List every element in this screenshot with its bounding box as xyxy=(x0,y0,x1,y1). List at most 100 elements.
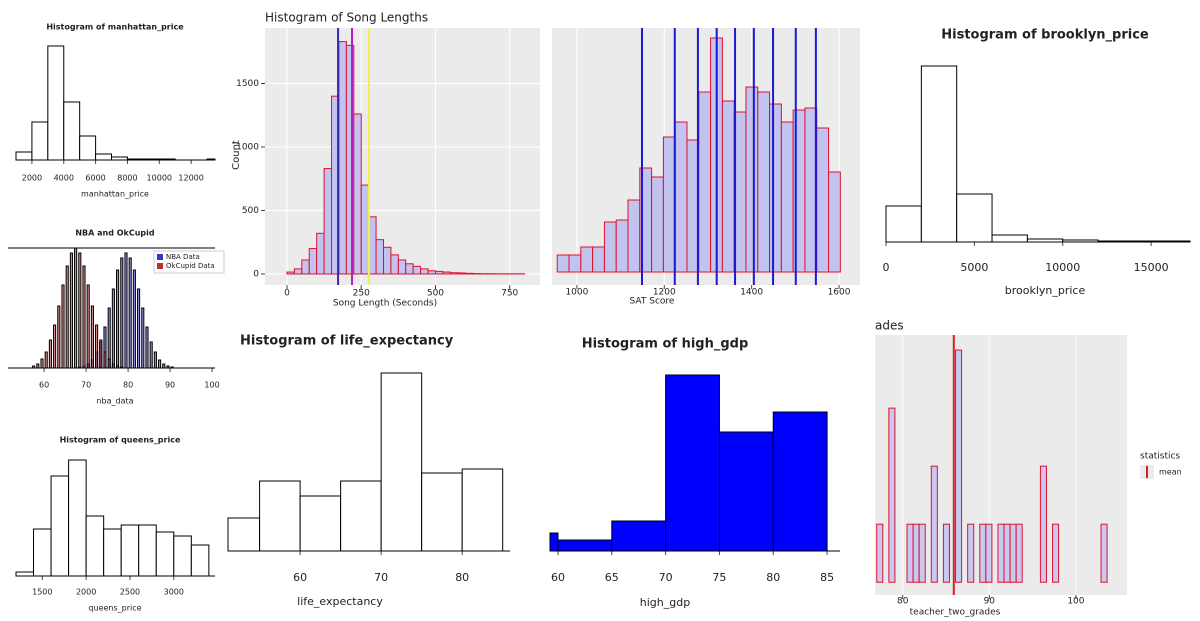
bar xyxy=(190,544,210,577)
bar xyxy=(380,372,423,552)
bar xyxy=(85,515,105,577)
bar xyxy=(153,351,157,369)
bar xyxy=(340,480,382,552)
x-tick-label: 500 xyxy=(427,289,444,299)
bar xyxy=(103,528,122,577)
x-tick-label: 4000 xyxy=(54,174,74,183)
bar xyxy=(918,523,926,583)
x-tick-label: 1400 xyxy=(740,288,763,298)
bar xyxy=(397,259,407,275)
x-axis-label: SAT Score xyxy=(630,297,675,307)
bar xyxy=(772,411,828,552)
bar xyxy=(442,271,451,275)
bar xyxy=(116,269,120,369)
bar xyxy=(956,193,993,243)
bar xyxy=(461,468,504,552)
bar xyxy=(942,523,950,583)
bar xyxy=(920,65,958,243)
x-tick-label: 2000 xyxy=(22,174,42,183)
x-tick-label: 750 xyxy=(501,289,518,299)
bar xyxy=(1009,523,1017,583)
bar xyxy=(286,271,295,275)
plot-background xyxy=(265,28,540,285)
x-tick-label: 250 xyxy=(353,289,370,299)
bar xyxy=(718,431,774,552)
x-tick-label: 70 xyxy=(659,571,673,584)
bar xyxy=(173,535,192,577)
x-tick-label: 80 xyxy=(455,571,469,584)
bar xyxy=(149,341,153,369)
x-tick-label: 6000 xyxy=(85,174,105,183)
x-tick-label: 85 xyxy=(820,571,834,584)
chart-title: ades xyxy=(875,319,904,333)
bar xyxy=(997,523,1005,583)
x-axis-label: nba_data xyxy=(96,397,133,406)
x-tick-label: 90 xyxy=(984,597,996,607)
bar xyxy=(68,459,87,577)
bar xyxy=(86,284,90,369)
x-axis-label: teacher_two_grades xyxy=(910,608,1001,618)
bar xyxy=(120,524,140,577)
x-tick-label: 80 xyxy=(123,381,133,390)
bar xyxy=(888,407,896,583)
bar xyxy=(592,246,605,273)
bar xyxy=(568,254,582,273)
x-tick-label: 70 xyxy=(374,571,388,584)
bar xyxy=(15,151,33,161)
bar xyxy=(63,101,81,161)
legend-label: NBA Data xyxy=(166,253,200,261)
bar xyxy=(15,571,35,577)
bar xyxy=(434,270,444,275)
bar xyxy=(69,252,73,369)
bar xyxy=(828,171,841,273)
legend-swatch xyxy=(157,254,163,260)
x-tick-label: 1500 xyxy=(32,588,52,597)
bar xyxy=(141,307,145,369)
x-tick-label: 8000 xyxy=(117,174,137,183)
bar xyxy=(360,184,370,275)
x-tick-label: 60 xyxy=(551,571,565,584)
bar xyxy=(405,263,414,275)
bar xyxy=(780,121,794,273)
bar xyxy=(603,221,617,273)
chart-title: Histogram of brooklyn_price xyxy=(941,28,1149,43)
bar xyxy=(162,363,166,369)
bar xyxy=(557,539,613,552)
bar xyxy=(82,265,86,369)
legend-label: mean xyxy=(1159,468,1182,477)
legend-swatch xyxy=(157,263,163,269)
bar xyxy=(53,324,57,369)
x-tick-label: 12000 xyxy=(178,174,203,183)
bar xyxy=(382,246,392,275)
x-tick-label: 70 xyxy=(81,381,91,390)
bar xyxy=(50,475,70,577)
bar xyxy=(323,168,333,275)
bar xyxy=(580,246,594,273)
x-tick-label: 10000 xyxy=(1045,261,1080,274)
y-tick-label: 1000 xyxy=(236,142,259,152)
bar xyxy=(40,358,44,369)
bar xyxy=(955,349,963,583)
bar xyxy=(293,268,303,275)
bar xyxy=(111,363,115,369)
chart-title: Histogram of Song Lengths xyxy=(265,11,428,25)
y-tick-label: 1500 xyxy=(236,79,259,89)
bar xyxy=(979,523,987,583)
bar xyxy=(259,480,301,552)
x-axis-label: queens_price xyxy=(88,604,141,613)
y-axis-label: Count xyxy=(231,140,242,170)
bar xyxy=(138,524,157,577)
bar xyxy=(930,465,938,583)
x-tick-label: 1600 xyxy=(828,288,851,298)
bar xyxy=(1100,523,1108,583)
bar xyxy=(549,532,559,552)
bar xyxy=(31,121,49,161)
bar xyxy=(876,523,884,583)
bar xyxy=(885,205,922,243)
bar xyxy=(158,359,162,369)
bar xyxy=(33,528,52,577)
bar xyxy=(57,305,61,369)
bar xyxy=(745,86,759,273)
bar xyxy=(132,269,136,369)
